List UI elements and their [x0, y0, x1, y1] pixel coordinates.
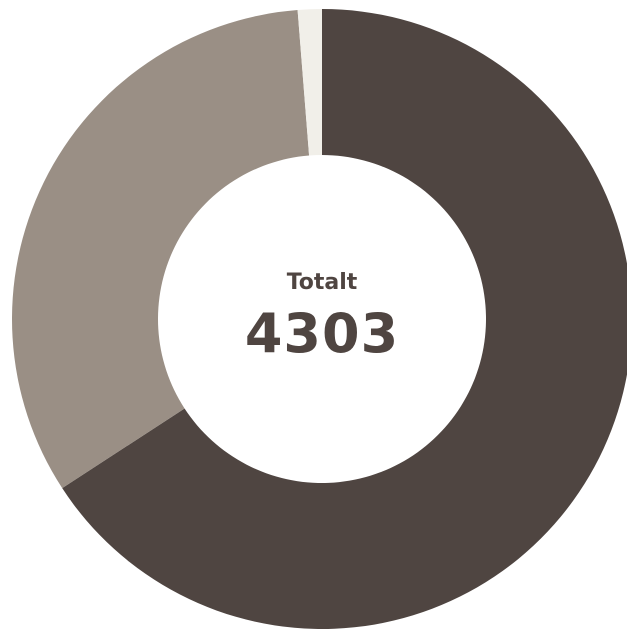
- donut-slice-2: [12, 9, 310, 489]
- donut-slice-3: [297, 9, 322, 156]
- center-total: 4303: [244, 302, 400, 365]
- donut-slice-1: [62, 9, 627, 629]
- center-title: Totalt: [286, 270, 358, 295]
